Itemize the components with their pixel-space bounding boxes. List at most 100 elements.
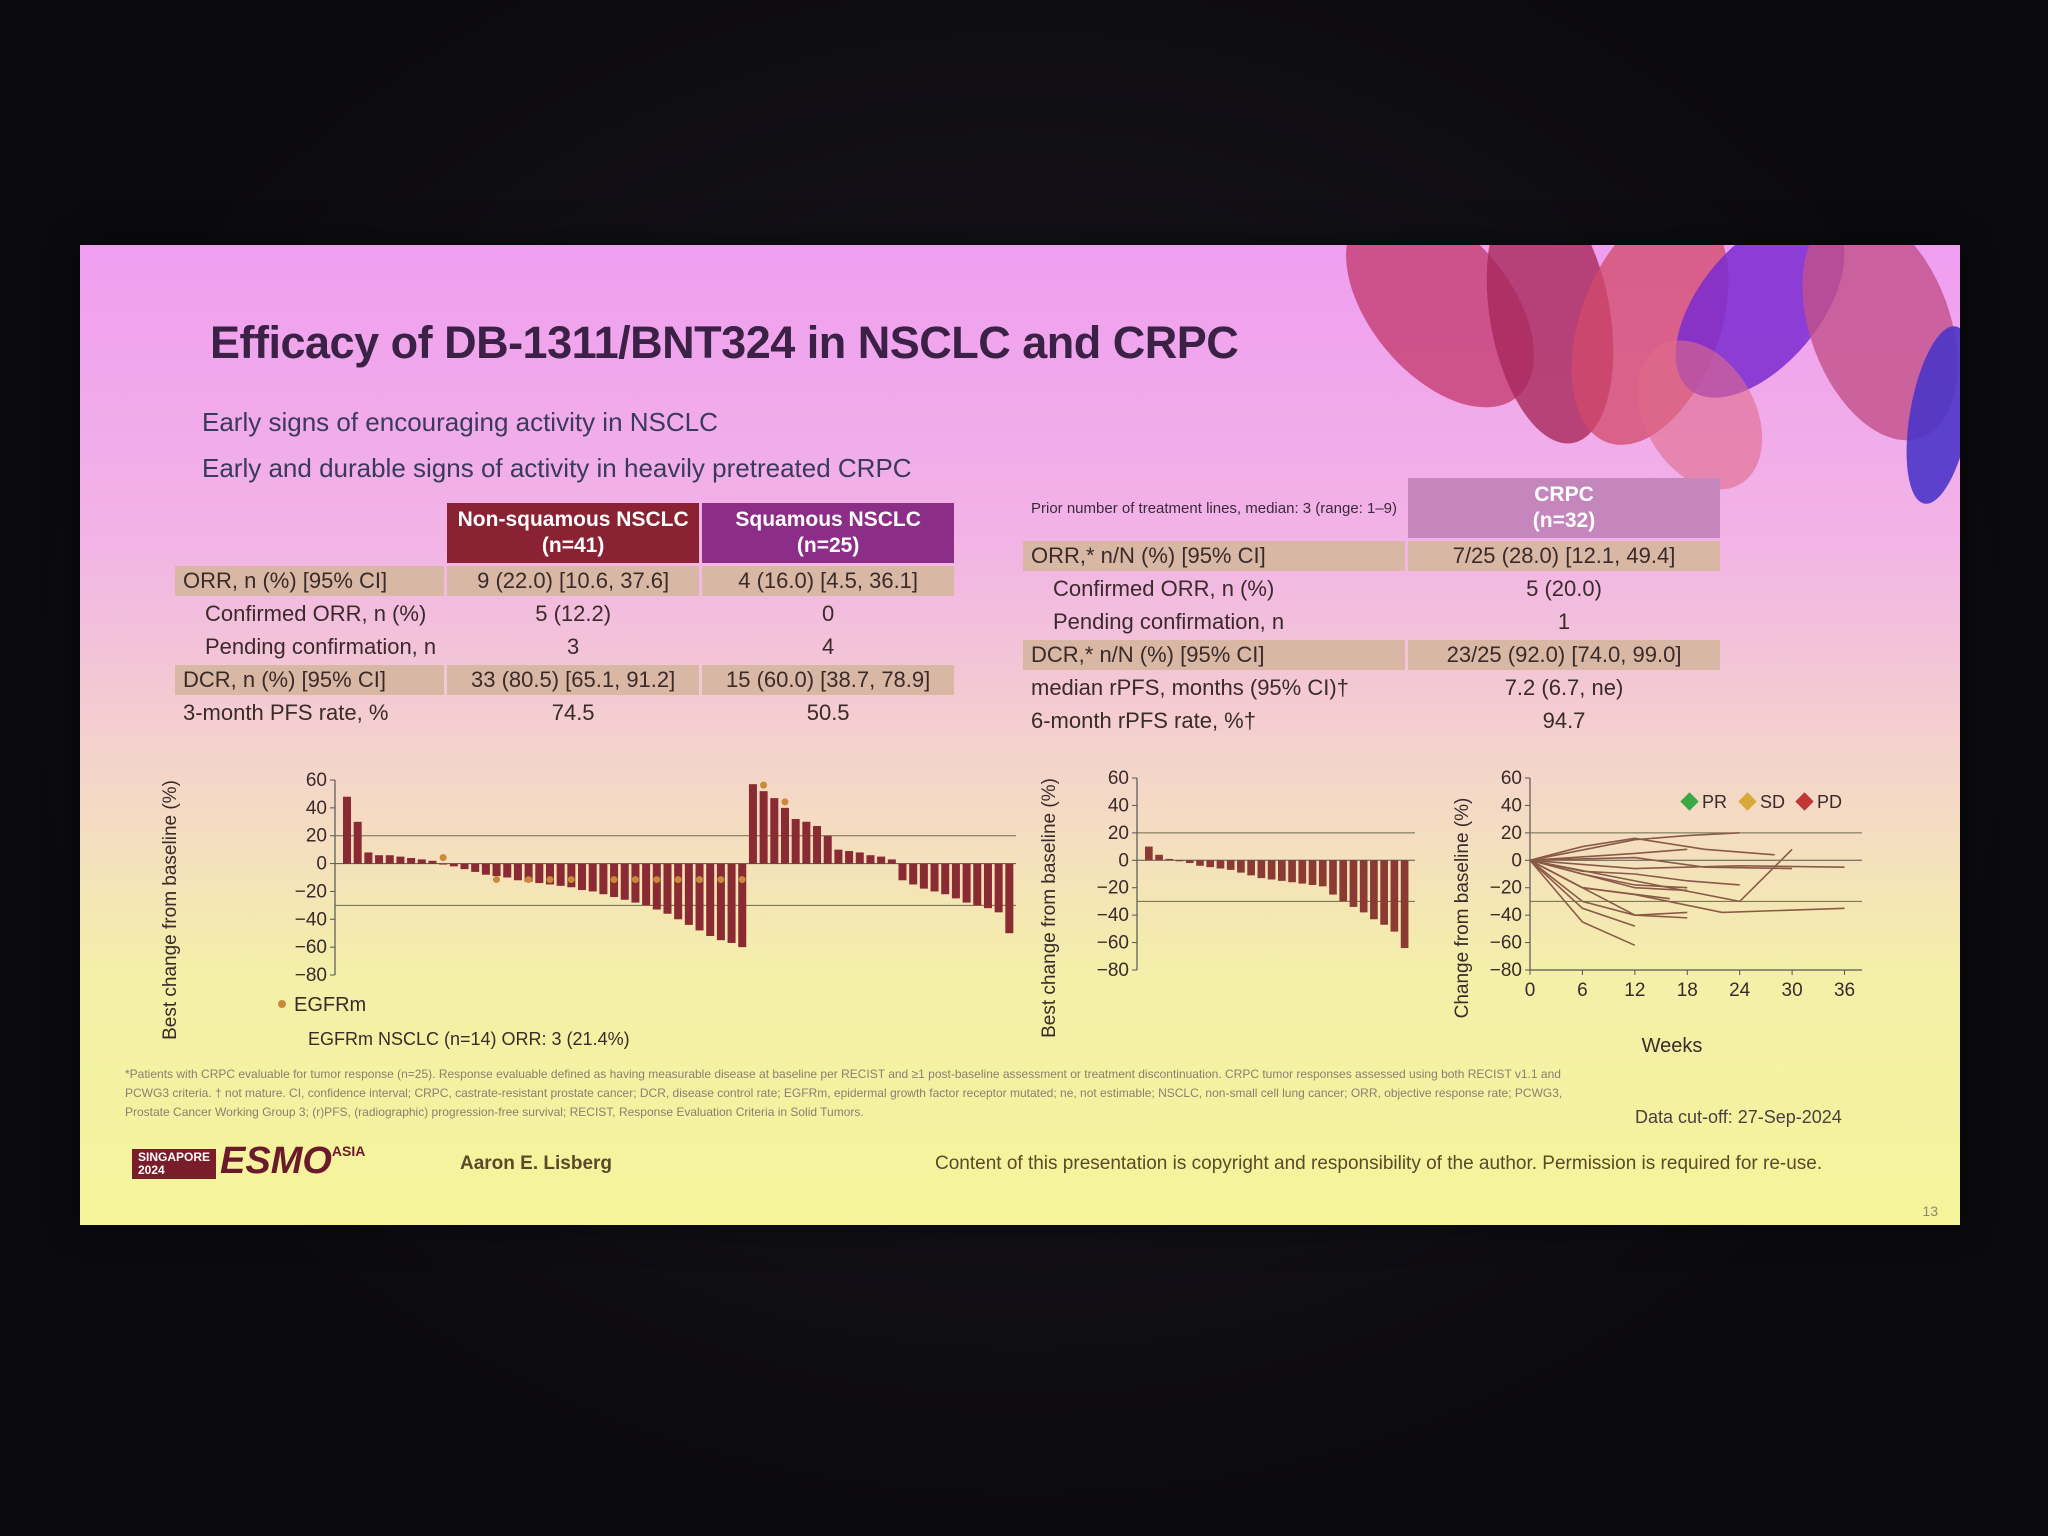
nsclc-waterfall-bar (545, 863, 554, 885)
nsclc-waterfall-bar (770, 798, 779, 864)
egfrm-legend-marker (278, 1000, 286, 1008)
nsclc-waterfall-bar (684, 863, 693, 925)
crpc-y-tick-label: −20 (1097, 878, 1129, 899)
crpc-waterfall-bar (1288, 860, 1296, 883)
nsclc-waterfall-bar (706, 863, 715, 936)
nsclc-waterfall-bar (503, 863, 512, 878)
nsclc-waterfall-bar (588, 863, 597, 892)
footnote: *Patients with CRPC evaluable for tumor … (125, 1067, 1563, 1119)
legend-sd-icon (1738, 792, 1757, 811)
spider-x-tick-label: 6 (1577, 980, 1588, 1001)
prior-lines-note: Prior number of treatment lines, median:… (1031, 499, 1398, 517)
nsclc-waterfall-bar (834, 849, 843, 864)
nsclc-waterfall-bar (983, 863, 992, 909)
crpc-waterfall-bar (1370, 860, 1378, 920)
egfrm-marker (610, 876, 618, 884)
header-crpc-label: CRPC (1534, 483, 1594, 506)
nsclc-waterfall-bar (417, 859, 426, 864)
nsclc-waterfall-bar (951, 863, 960, 899)
spider-ylabel: Change from baseline (%) (1452, 798, 1473, 1019)
egfrm-legend-label: EGFRm (294, 994, 366, 1016)
spider-x-tick-label: 30 (1782, 980, 1803, 1001)
nsclc-waterfall-bar (962, 863, 971, 903)
nsclc-waterfall-bar (855, 852, 864, 864)
crpc-waterfall-bar (1247, 860, 1255, 876)
legend-pr-icon (1680, 792, 1699, 811)
nsclc-waterfall-bar (802, 821, 811, 864)
nsclc-waterfall-bar (620, 863, 629, 900)
spider-y-tick-label: −40 (1490, 905, 1522, 926)
nsclc-waterfall-bar (439, 863, 448, 865)
crpc-waterfall-bar (1308, 860, 1317, 885)
crpc-spider-chart: Change from baseline (%) Weeks PR SD PD … (1440, 768, 1880, 1065)
nsclc-waterfall-bar (385, 855, 394, 864)
egfrm-marker (525, 876, 533, 884)
nsclc-waterfall-bar (492, 863, 501, 877)
cell-crpc: 94.7 (1542, 708, 1586, 733)
nsclc-waterfall-bar (631, 863, 640, 903)
spider-series-line (1529, 859, 1688, 889)
table-row: Pending confirmation, n 1 (1023, 607, 1720, 637)
nsclc-waterfall-bar (780, 807, 789, 864)
crpc-waterfall-bar (1400, 860, 1409, 949)
nsclc-waterfall-bar (343, 796, 352, 864)
spider-series-line (1529, 859, 1688, 916)
egfrm-marker (674, 876, 682, 884)
crpc-waterfall-bar (1155, 854, 1163, 861)
header-nonsquamous-label: Non-squamous NSCLC (457, 508, 689, 531)
row-label: Confirmed ORR, n (%) (205, 601, 427, 626)
crpc-waterfall-bar (1329, 860, 1337, 895)
nsclc-waterfall-bar (866, 855, 875, 864)
row-label: ORR,* n/N (%) [95% CI] (1023, 541, 1406, 571)
table-row: median rPFS, months (95% CI)† 7.2 (6.7, … (1023, 673, 1720, 703)
row-label: DCR,* n/N (%) [95% CI] (1023, 640, 1406, 670)
crpc-waterfall-bar (1237, 860, 1245, 873)
legend-pr-label: PR (1702, 792, 1727, 812)
nsclc-results-table: Non-squamous NSCLC (n=41) Squamous NSCLC… (172, 500, 957, 731)
crpc-waterfall-bar (1206, 860, 1215, 868)
table-row: 3-month PFS rate, % 74.5 50.5 (175, 698, 954, 728)
cell-nonsquamous: 3 (567, 634, 580, 659)
crpc-waterfall-bar (1298, 860, 1307, 884)
crpc-waterfall-ylabel: Best change from baseline (%) (1039, 778, 1060, 1038)
egfrm-marker (717, 876, 725, 884)
nsclc-waterfall-bar (930, 863, 939, 892)
crpc-y-tick-label: −80 (1097, 960, 1129, 981)
header-crpc-n: (n=32) (1532, 509, 1596, 532)
spider-series-line (1529, 832, 1740, 862)
spider-series-line (1529, 859, 1636, 927)
row-label: Pending confirmation, n (205, 634, 437, 659)
cell-crpc: 5 (20.0) (1526, 576, 1602, 601)
nsclc-y-tick-label: 20 (306, 826, 327, 847)
nsclc-waterfall-bar (449, 863, 458, 867)
author-name: Aaron E. Lisberg (460, 1153, 613, 1174)
nsclc-waterfall-bar (642, 863, 651, 906)
header-nonsquamous: Non-squamous NSCLC (n=41) (447, 503, 700, 563)
row-label: Confirmed ORR, n (%) (1053, 576, 1275, 601)
spider-series-line (1529, 859, 1636, 947)
slide-title: Efficacy of DB-1311/BNT324 in NSCLC and … (210, 317, 1239, 368)
nsclc-y-tick-label: −60 (295, 937, 327, 958)
crpc-waterfall-bar (1196, 860, 1204, 866)
crpc-y-tick-label: 40 (1108, 795, 1129, 816)
nsclc-waterfall-bar (748, 784, 757, 864)
legend-sd-label: SD (1760, 792, 1785, 812)
crpc-y-tick-label: −40 (1097, 905, 1129, 926)
bullet-nsclc: Early signs of encouraging activity in N… (202, 407, 718, 437)
cell-crpc: 7.2 (6.7, ne) (1504, 675, 1624, 700)
header-crpc: CRPC (n=32) (1408, 478, 1721, 538)
nsclc-waterfall-bar (727, 863, 736, 943)
row-label: median rPFS, months (95% CI)† (1031, 675, 1349, 700)
crpc-waterfall-bar (1226, 860, 1235, 870)
nsclc-waterfall-bar (578, 863, 587, 891)
nsclc-y-tick-label: −80 (295, 965, 327, 986)
spider-series-line (1529, 837, 1775, 862)
copyright-notice: Content of this presentation is copyrigh… (935, 1153, 1823, 1174)
nsclc-waterfall-bar (994, 863, 1003, 913)
table-row: 6-month rPFS rate, %† 94.7 (1023, 706, 1720, 736)
cell-squamous: 0 (822, 601, 835, 626)
crpc-waterfall-bar (1380, 860, 1388, 925)
row-label: DCR, n (%) [95% CI] (175, 665, 445, 695)
nsclc-waterfall-bar (919, 863, 928, 889)
cell-nonsquamous: 33 (80.5) [65.1, 91.2] (447, 665, 700, 695)
